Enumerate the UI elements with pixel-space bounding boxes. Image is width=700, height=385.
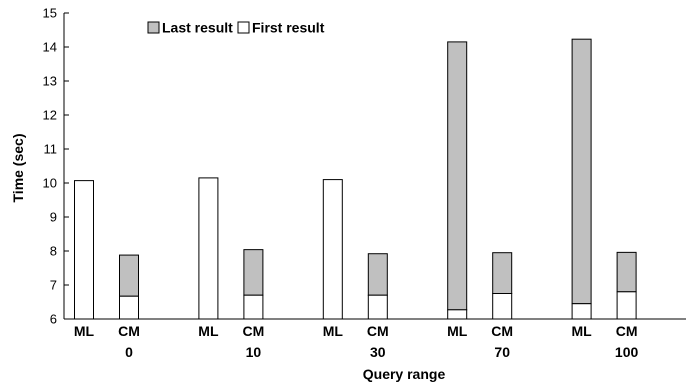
bar-label-ml: ML xyxy=(447,323,468,339)
bar-last-result-0-cm xyxy=(119,254,139,297)
group-label: 0 xyxy=(125,344,133,360)
bar-label-ml: ML xyxy=(571,323,592,339)
x-axis-title: Query range xyxy=(363,366,446,382)
bars xyxy=(74,38,637,320)
bar-label-cm: CM xyxy=(616,323,638,339)
y-tick-label: 15 xyxy=(43,6,57,21)
bar-label-ml: ML xyxy=(74,323,95,339)
y-tick-label: 7 xyxy=(50,278,57,293)
legend-label: First result xyxy=(252,20,325,36)
y-tick-label: 8 xyxy=(50,244,57,259)
bar-last-result-100-cm xyxy=(616,251,637,293)
y-tick-label: 10 xyxy=(43,176,57,191)
bar-label-ml: ML xyxy=(198,323,219,339)
bar-last-result-10-cm xyxy=(243,249,264,296)
legend-swatch xyxy=(237,21,250,34)
y-tick-label: 12 xyxy=(43,108,57,123)
bar-first-result-30-cm xyxy=(367,294,388,320)
legend-swatch xyxy=(147,21,160,34)
bar-labels: ML CM ML CM ML CM ML CM ML CM xyxy=(74,323,638,339)
y-tick-label: 13 xyxy=(43,74,57,89)
bar-first-result-100-ml xyxy=(571,303,592,320)
bar-first-result-10-ml xyxy=(198,177,219,320)
bar-first-result-70-ml xyxy=(447,309,468,320)
y-tick-label: 9 xyxy=(50,210,57,225)
bar-first-result-0-ml xyxy=(74,180,94,320)
group-label: 70 xyxy=(494,344,510,360)
bar-first-result-10-cm xyxy=(243,294,264,320)
y-tick-label: 6 xyxy=(50,312,57,327)
bar-last-result-70-ml xyxy=(447,41,468,311)
y-axis: 6 7 8 9 10 11 12 13 14 15 xyxy=(43,6,69,327)
group-label: 10 xyxy=(246,344,262,360)
bar-label-cm: CM xyxy=(118,323,140,339)
bar-first-result-30-ml xyxy=(322,179,343,320)
bar-label-cm: CM xyxy=(367,323,389,339)
bar-first-result-0-cm xyxy=(119,295,139,320)
y-axis-title: Time (sec) xyxy=(10,134,26,203)
bar-label-cm: CM xyxy=(491,323,513,339)
bar-last-result-30-cm xyxy=(367,253,388,296)
group-label: 30 xyxy=(370,344,386,360)
y-tick-label: 11 xyxy=(44,142,58,157)
bar-last-result-100-ml xyxy=(571,38,592,305)
y-tick-label: 14 xyxy=(43,40,57,55)
legend-label: Last result xyxy=(162,20,233,36)
bar-first-result-100-cm xyxy=(616,291,637,320)
bar-label-cm: CM xyxy=(243,323,265,339)
group-label: 100 xyxy=(615,344,639,360)
bar-label-ml: ML xyxy=(323,323,344,339)
group-labels: 0 10 30 70 100 xyxy=(125,344,638,360)
legend: Last result First result xyxy=(147,20,325,36)
bar-last-result-70-cm xyxy=(492,252,513,294)
bar-first-result-70-cm xyxy=(492,293,513,320)
